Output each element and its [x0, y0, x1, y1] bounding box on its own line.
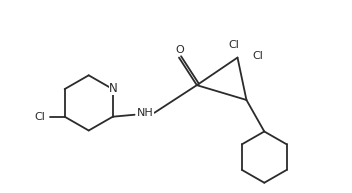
Text: N: N — [109, 82, 118, 95]
Text: Cl: Cl — [228, 40, 239, 50]
Text: Cl: Cl — [252, 51, 263, 61]
Text: Cl: Cl — [34, 112, 45, 122]
Text: NH: NH — [137, 108, 154, 118]
Text: O: O — [176, 45, 184, 55]
